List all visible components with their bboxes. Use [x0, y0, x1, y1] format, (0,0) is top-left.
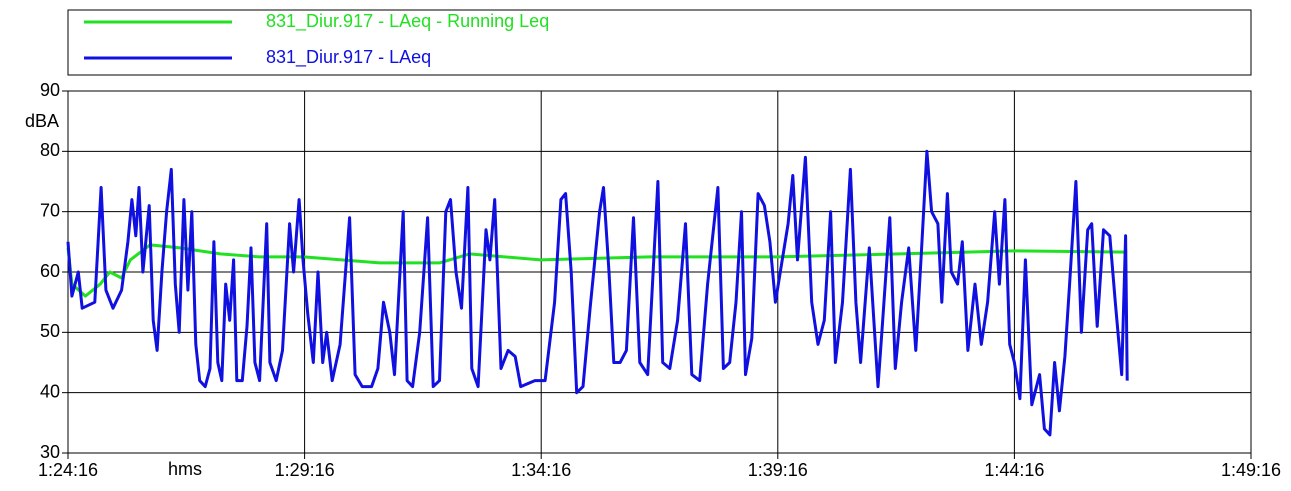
x-tick-label: 1:29:16 [275, 460, 335, 480]
x-axis-label: hms [168, 459, 202, 479]
y-axis-label: dBA [25, 111, 59, 131]
y-tick-label: 60 [40, 261, 60, 281]
x-tick-label: 1:49:16 [1221, 460, 1281, 480]
y-tick-label: 30 [40, 442, 60, 462]
y-tick-label: 70 [40, 200, 60, 220]
legend-label: 831_Diur.917 - LAeq - Running Leq [266, 11, 549, 32]
series-line [66, 149, 1129, 437]
y-tick-label: 90 [40, 80, 60, 100]
y-tick-label: 40 [40, 381, 60, 401]
x-tick-label: 1:24:16 [38, 460, 98, 480]
y-tick-label: 50 [40, 321, 60, 341]
legend-label: 831_Diur.917 - LAeq [266, 47, 431, 68]
series-line [66, 243, 1128, 298]
x-tick-label: 1:44:16 [984, 460, 1044, 480]
x-tick-label: 1:39:16 [748, 460, 808, 480]
y-tick-label: 80 [40, 140, 60, 160]
legend-box [67, 9, 1252, 76]
x-tick-label: 1:34:16 [511, 460, 571, 480]
